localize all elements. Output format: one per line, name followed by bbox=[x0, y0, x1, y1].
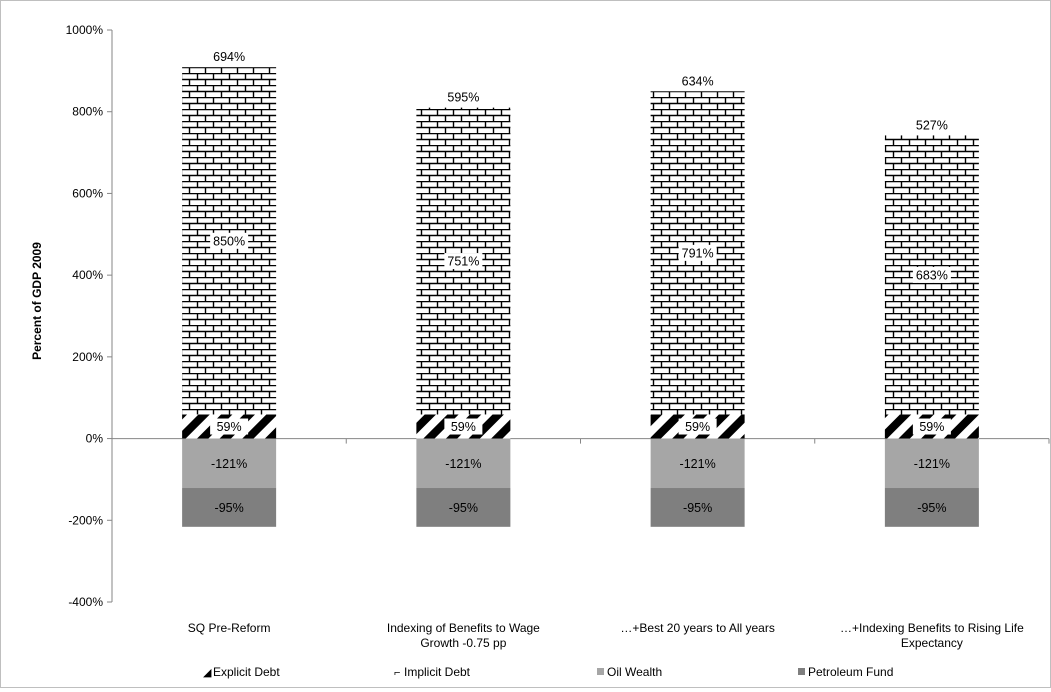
label-petroleum-fund: -95% bbox=[917, 501, 946, 515]
label-implicit-debt-bg bbox=[444, 253, 483, 270]
y-tick-label: 400% bbox=[72, 268, 103, 282]
legend-marker: ⌐ bbox=[394, 667, 400, 679]
label-implicit-debt-bg bbox=[678, 244, 717, 261]
label-petroleum-fund: -95% bbox=[683, 501, 712, 515]
bar-petroleum-fund bbox=[884, 488, 979, 527]
bar-petroleum-fund bbox=[650, 488, 745, 527]
bar-petroleum-fund bbox=[182, 488, 277, 527]
y-tick-label: 0% bbox=[86, 432, 104, 446]
legend-item-label: Petroleum Fund bbox=[808, 665, 893, 679]
bar-oil-wealth bbox=[650, 438, 745, 489]
y-tick-label: 1000% bbox=[66, 23, 104, 37]
label-oil-wealth: -121% bbox=[445, 457, 481, 471]
bar-oil-wealth bbox=[182, 438, 277, 489]
bar-oil-wealth bbox=[884, 438, 979, 489]
bar-layer bbox=[182, 67, 979, 527]
x-category-label: Indexing of Benefits to Wage bbox=[387, 621, 540, 635]
x-category-label: …+Indexing Benefits to Rising Life bbox=[840, 621, 1024, 635]
x-category-label: Growth -0.75 pp bbox=[420, 636, 506, 650]
bar-petroleum-fund bbox=[416, 488, 511, 527]
y-tick-label: -200% bbox=[68, 513, 103, 527]
label-implicit-debt: 850% bbox=[213, 234, 245, 248]
label-petroleum-fund: -95% bbox=[215, 501, 244, 515]
label-bar-top: 595% bbox=[447, 91, 479, 105]
legend-item-label: Explicit Debt bbox=[213, 665, 280, 679]
legend-marker: ◢ bbox=[203, 667, 212, 679]
label-bar-top: 634% bbox=[682, 74, 714, 88]
legend-swatch bbox=[597, 668, 604, 675]
x-category-label: Expectancy bbox=[901, 636, 963, 650]
label-explicit-debt: 59% bbox=[217, 420, 242, 434]
label-oil-wealth: -121% bbox=[914, 457, 950, 471]
label-bar-top: 527% bbox=[916, 118, 948, 132]
y-tick-label: 800% bbox=[72, 105, 103, 119]
label-oil-wealth: -121% bbox=[211, 457, 247, 471]
y-axis-title: Percent of GDP 2009 bbox=[30, 242, 44, 360]
label-implicit-debt: 791% bbox=[682, 246, 714, 260]
label-implicit-debt: 683% bbox=[916, 268, 948, 282]
y-tick-label: -400% bbox=[68, 595, 103, 609]
label-petroleum-fund: -95% bbox=[449, 501, 478, 515]
label-explicit-debt: 59% bbox=[919, 420, 944, 434]
y-tick-label: 600% bbox=[72, 186, 103, 200]
x-category-label: SQ Pre-Reform bbox=[188, 621, 271, 635]
label-explicit-debt-bg bbox=[210, 418, 249, 435]
legend-item-label: Oil Wealth bbox=[607, 665, 662, 679]
label-implicit-debt-bg bbox=[912, 266, 951, 283]
x-category-label: …+Best 20 years to All years bbox=[620, 621, 774, 635]
y-tick-label: 200% bbox=[72, 350, 103, 364]
label-explicit-debt: 59% bbox=[451, 420, 476, 434]
legend-swatch bbox=[798, 668, 805, 675]
legend: ◢ Explicit Debt ⌐ Implicit Debt Oil Wealth Pe… bbox=[203, 665, 893, 679]
label-explicit-debt-bg bbox=[912, 418, 951, 435]
label-oil-wealth: -121% bbox=[680, 457, 716, 471]
label-implicit-debt-bg bbox=[210, 232, 249, 249]
legend-item-label: Implicit Debt bbox=[404, 665, 471, 679]
bar-oil-wealth bbox=[416, 438, 511, 489]
label-explicit-debt-bg bbox=[678, 418, 717, 435]
label-implicit-debt: 751% bbox=[447, 255, 479, 269]
label-layer: 59% 850% -121% -95% 694% 59% 751% -121% -95% 595%… bbox=[210, 50, 951, 515]
label-bar-top: 694% bbox=[213, 50, 245, 64]
label-explicit-debt: 59% bbox=[685, 420, 710, 434]
axis-layer: -400% -200% 0% 200% 400% 600% 800% 1000% SQ Pre-… bbox=[66, 23, 1050, 650]
label-explicit-debt-bg bbox=[444, 418, 483, 435]
